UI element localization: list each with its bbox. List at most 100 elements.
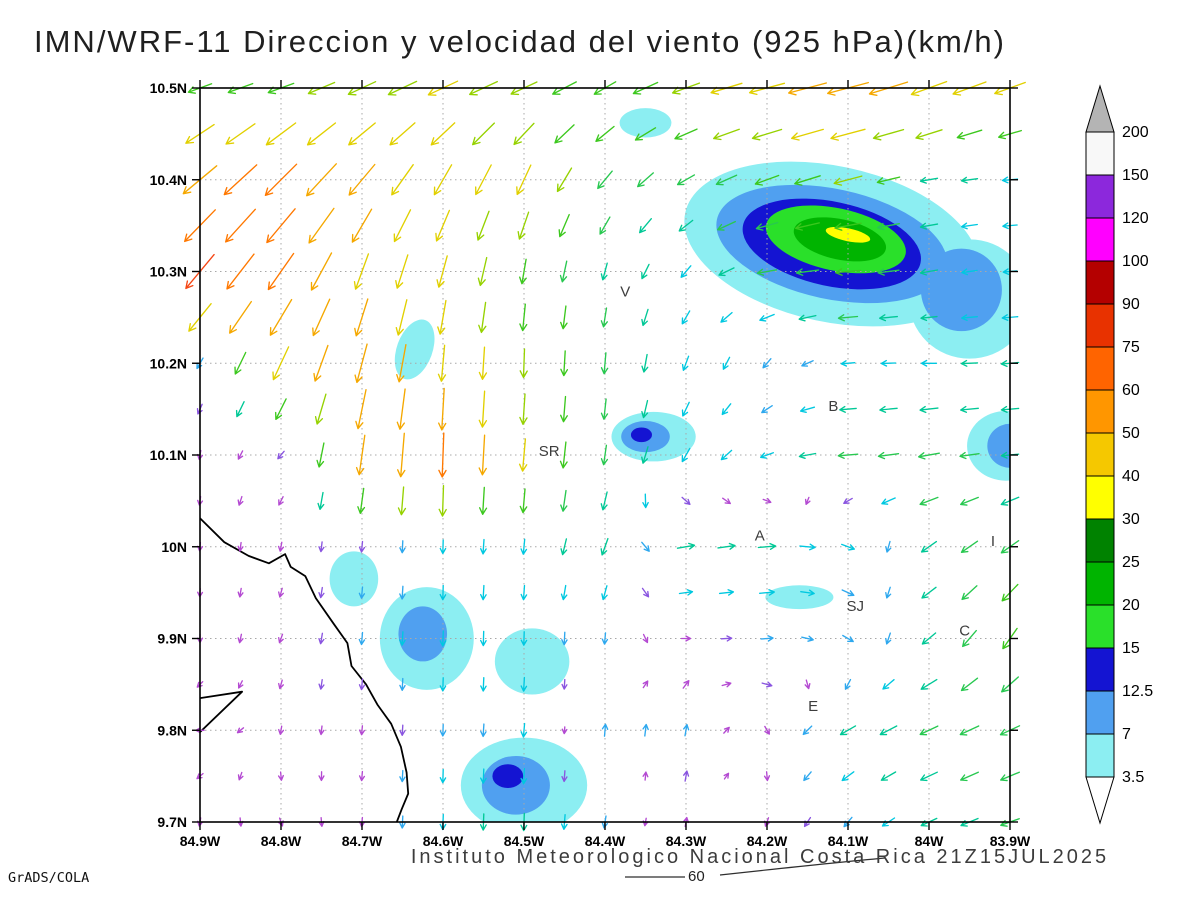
- wind-vector: [722, 356, 731, 370]
- wind-vector: [919, 725, 939, 736]
- x-axis-label: 84.4W: [585, 833, 626, 849]
- x-axis-label: 84.5W: [504, 833, 545, 849]
- wind-vector: [717, 220, 736, 231]
- wind-vector: [316, 442, 325, 468]
- wind-vector: [234, 351, 247, 375]
- wind-vector: [833, 175, 863, 186]
- x-axis-label: 84W: [915, 833, 945, 849]
- colorbar-label: 150: [1122, 167, 1149, 184]
- wind-vector: [355, 434, 366, 476]
- wind-vector: [556, 167, 573, 193]
- coastline-segment: [200, 690, 243, 733]
- wind-vector: [480, 584, 487, 601]
- colorbar-label: 3.5: [1122, 769, 1144, 786]
- wind-vector: [435, 209, 451, 242]
- wind-vector: [757, 542, 777, 550]
- wind-vector: [513, 122, 535, 146]
- x-axis-label: 84.1W: [828, 833, 869, 849]
- colorbar-under-arrow: [1085, 776, 1115, 825]
- coastline: [200, 517, 410, 822]
- wind-vector: [756, 268, 778, 276]
- colorbar-label: 75: [1122, 339, 1140, 356]
- wind-vector: [237, 541, 244, 552]
- wind-vector: [278, 725, 285, 735]
- wind-vector: [877, 268, 900, 276]
- wind-vector: [395, 254, 409, 289]
- wind-vector: [800, 589, 815, 597]
- wind-vector: [641, 446, 649, 464]
- wind-vector: [357, 487, 366, 514]
- colorbar-segment: [1085, 131, 1115, 176]
- wind-vector: [804, 496, 811, 505]
- x-axis-label: 84.2W: [747, 833, 788, 849]
- wind-vector: [760, 452, 774, 459]
- wind-vector: [519, 303, 528, 332]
- wind-vector: [802, 725, 813, 736]
- wind-vector: [561, 631, 568, 646]
- wind-vector: [794, 175, 821, 186]
- wind-vector: [678, 589, 694, 596]
- wind-vector: [277, 771, 284, 781]
- wind-vector: [761, 405, 773, 414]
- colorbar-label: 90: [1122, 296, 1140, 313]
- wind-vector: [278, 496, 284, 506]
- wind-vector: [921, 586, 937, 599]
- wind-vector: [520, 584, 528, 601]
- wind-vector: [718, 267, 735, 277]
- wind-vector: [763, 771, 771, 782]
- wind-vector: [881, 497, 896, 505]
- wind-vector: [641, 399, 649, 419]
- city-label: B: [828, 398, 838, 415]
- wind-vector: [678, 219, 694, 232]
- wind-vector: [353, 253, 370, 290]
- wind-vector: [478, 390, 488, 428]
- wind-vector: [318, 586, 325, 599]
- wind-vector: [960, 540, 979, 553]
- wind-vector: [395, 299, 408, 336]
- wind-vector: [437, 344, 447, 382]
- wind-vector: [278, 633, 284, 644]
- stray-contour-line: [625, 857, 886, 878]
- wind-vector: [480, 723, 487, 738]
- wind-vector: [237, 587, 244, 598]
- x-axis-label: 84.6W: [423, 833, 464, 849]
- wind-vector: [837, 314, 859, 322]
- wind-vector: [476, 210, 490, 241]
- wind-vector: [843, 497, 853, 504]
- wind-vector: [478, 434, 487, 476]
- wind-vector: [237, 450, 244, 460]
- wind-vector: [717, 542, 736, 550]
- wind-vector: [399, 769, 406, 783]
- wind-vector: [834, 222, 862, 231]
- wind-vector: [560, 489, 568, 512]
- wind-vector: [318, 725, 325, 736]
- wind-vector: [269, 298, 293, 336]
- wind-vector: [265, 122, 297, 146]
- city-label: E: [808, 698, 818, 715]
- wind-vector: [683, 770, 690, 782]
- wind-vector: [841, 543, 855, 551]
- wind-vector: [348, 122, 376, 146]
- wind-vector: [358, 770, 366, 782]
- wind-vector: [919, 496, 939, 506]
- y-axis-label: 9.8N: [157, 722, 187, 738]
- colorbar-label: 12.5: [1122, 683, 1153, 700]
- wind-vector: [960, 677, 979, 692]
- wind-vector: [803, 771, 812, 782]
- coastline-segment: [200, 517, 410, 822]
- wind-vector: [960, 359, 979, 367]
- wind-vector: [920, 314, 938, 322]
- wind-vector: [560, 350, 569, 377]
- city-label: I: [991, 533, 995, 550]
- colorbar-label: 15: [1122, 640, 1140, 657]
- colorbar-label: 40: [1122, 468, 1140, 485]
- wind-vector: [960, 176, 979, 184]
- wind-vector: [389, 122, 416, 146]
- wind-vector: [600, 537, 609, 556]
- wind-vector: [397, 432, 406, 478]
- wind-vector: [721, 681, 732, 688]
- city-label: V: [620, 283, 630, 300]
- wind-vector: [478, 301, 487, 334]
- wind-vector: [399, 540, 406, 554]
- wind-vector: [835, 268, 861, 276]
